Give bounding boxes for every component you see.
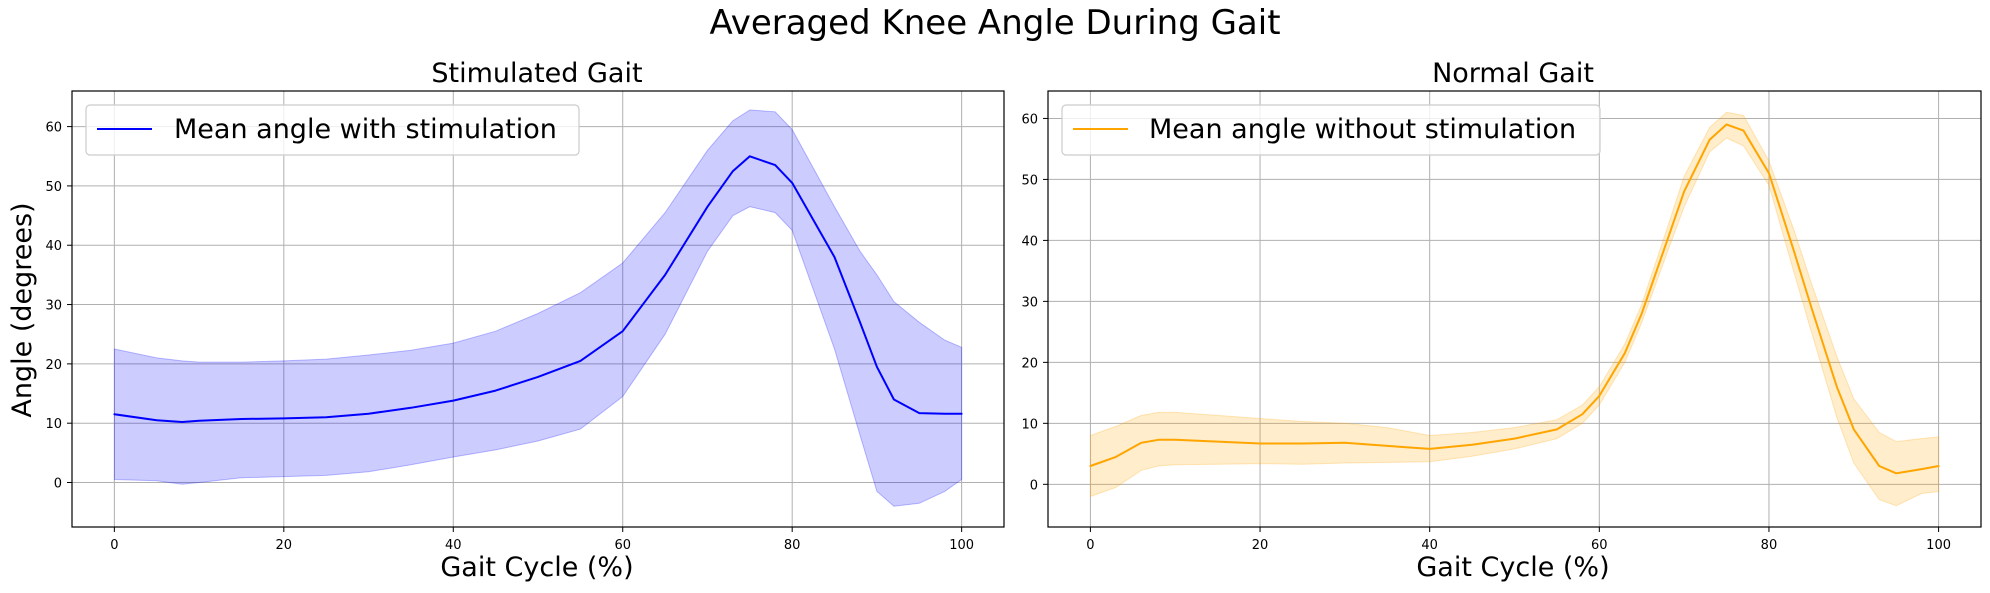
- axis-ticks: 0 20 40 60 80 100 0 10 20 30 40 50 60: [1021, 112, 1951, 553]
- y-axis-label: Angle (degrees): [7, 202, 38, 417]
- x-axis-label: Gait Cycle (%): [1416, 552, 1609, 583]
- grid-lines: [1048, 91, 1981, 527]
- chart-stimulated-gait: Stimulated Gait Gait Cycle (%) Angle (de…: [7, 58, 1005, 583]
- y-tick-label: 0: [54, 477, 62, 492]
- y-tick-label: 60: [45, 121, 62, 136]
- x-tick-label: 60: [614, 538, 631, 553]
- x-tick-label: 40: [1421, 538, 1438, 553]
- x-tick-label: 20: [276, 538, 293, 553]
- x-axis-label: Gait Cycle (%): [440, 552, 633, 583]
- legend-box: [85, 104, 580, 156]
- confidence-band: [1089, 111, 1940, 507]
- x-tick-label: 60: [1591, 538, 1608, 553]
- y-tick-label: 10: [45, 417, 62, 432]
- mean-angle-line: [113, 155, 963, 423]
- x-tick-label: 100: [949, 538, 974, 553]
- x-tick-label: 80: [784, 538, 801, 553]
- y-tick-label: 50: [45, 180, 62, 195]
- chart-title: Stimulated Gait: [431, 58, 642, 89]
- mean-line: [113, 155, 963, 423]
- x-tick-label: 0: [110, 538, 118, 553]
- y-tick-label: 0: [1030, 478, 1038, 493]
- confidence-band: [113, 109, 963, 507]
- mean-angle-line: [1089, 123, 1940, 475]
- axis-ticks: 0 20 40 60 80 100 0 10 20 30 40 50 60: [45, 121, 974, 553]
- y-tick-label: 30: [45, 299, 62, 314]
- std-band: [113, 109, 963, 507]
- y-tick-label: 50: [1021, 173, 1038, 188]
- plot-frame: [1047, 90, 1982, 528]
- mean-line: [1089, 123, 1940, 475]
- legend-label: Mean angle with stimulation: [174, 114, 557, 145]
- x-tick-label: 100: [1926, 538, 1951, 553]
- legend: Mean angle with stimulation: [85, 104, 580, 156]
- x-tick-label: 20: [1252, 538, 1269, 553]
- y-tick-label: 40: [45, 239, 62, 254]
- chart-title: Normal Gait: [1432, 58, 1594, 89]
- x-tick-label: 40: [445, 538, 462, 553]
- x-tick-label: 80: [1761, 538, 1778, 553]
- plot-frame: [71, 90, 1005, 528]
- y-tick-label: 20: [45, 358, 62, 373]
- y-tick-label: 40: [1021, 234, 1038, 249]
- figure-title: Averaged Knee Angle During Gait: [709, 3, 1280, 43]
- std-band: [1089, 111, 1940, 507]
- y-tick-label: 10: [1021, 417, 1038, 432]
- y-tick-label: 20: [1021, 356, 1038, 371]
- legend-box: [1061, 104, 1601, 156]
- x-tick-label: 0: [1086, 538, 1094, 553]
- chart-normal-gait: Normal Gait Gait Cycle (%) 0 20 40 60 80 1000…: [1021, 58, 1982, 583]
- legend-label: Mean angle without stimulation: [1149, 114, 1576, 145]
- legend: Mean angle without stimulation: [1061, 104, 1601, 156]
- y-tick-label: 60: [1021, 112, 1038, 127]
- y-tick-label: 30: [1021, 295, 1038, 310]
